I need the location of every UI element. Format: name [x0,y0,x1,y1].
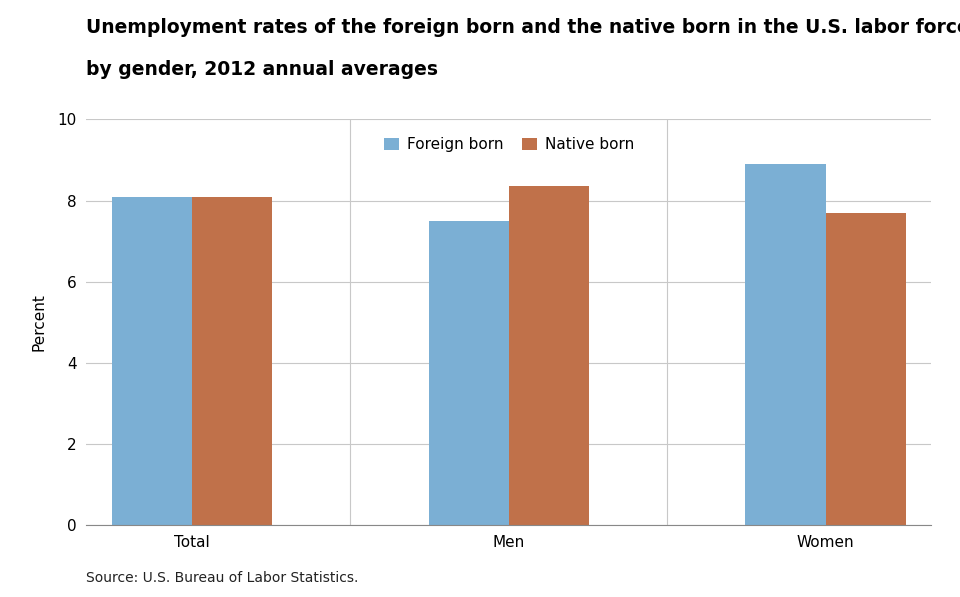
Bar [111,196,192,525]
Text: by gender, 2012 annual averages: by gender, 2012 annual averages [86,60,439,79]
Text: Unemployment rates of the foreign born and the native born in the U.S. labor for: Unemployment rates of the foreign born a… [86,18,960,37]
Text: Source: U.S. Bureau of Labor Statistics.: Source: U.S. Bureau of Labor Statistics. [86,571,359,585]
Legend: Foreign born, Native born: Foreign born, Native born [377,131,640,158]
Bar [428,221,509,525]
Y-axis label: Percent: Percent [32,294,46,351]
Bar [509,186,589,525]
Bar [745,164,826,525]
Bar [826,213,906,525]
Bar [192,196,273,525]
